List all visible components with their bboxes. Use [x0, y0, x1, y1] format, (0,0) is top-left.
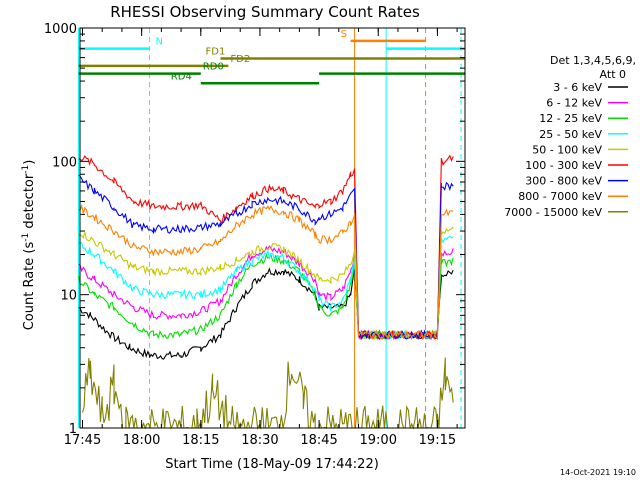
- legend-label-6: 300 - 800 keV: [525, 175, 602, 188]
- annotation-label-n: N: [156, 37, 163, 48]
- plot-area: N S FD1 FD2 RD0 RD4: [78, 28, 465, 430]
- legend-label-0: 3 - 6 keV: [553, 81, 602, 94]
- x-tick-label-0: 17:45: [64, 433, 101, 448]
- annotation-label-fd2: FD2: [230, 54, 250, 65]
- x-tick-label-2: 18:15: [182, 433, 219, 448]
- legend-label-1: 6 - 12 keV: [546, 97, 602, 110]
- annotation-label-rd0: RD0: [203, 62, 224, 73]
- footer-date: 14-Oct-2021 19:10: [560, 468, 636, 477]
- series-line-6: [78, 174, 454, 341]
- series-line-7: [78, 203, 454, 340]
- legend-label-7: 800 - 7000 keV: [518, 190, 602, 203]
- legend-label-2: 12 - 25 keV: [539, 112, 602, 125]
- legend-label-4: 50 - 100 keV: [532, 143, 602, 156]
- plot-frame: [79, 27, 466, 429]
- y-tick-label-0: 1: [69, 422, 77, 437]
- axes: 17:45 18:00 18:15 18:30 18:45 19:00 19:15 1 10 10…: [44, 22, 466, 448]
- y-tick-label-2: 100: [52, 155, 77, 170]
- series-line-2: [78, 252, 454, 341]
- x-tick-label-1: 18:00: [123, 433, 160, 448]
- y-tick-label-3: 1000: [44, 22, 77, 37]
- legend-label-8: 7000 - 15000 keV: [504, 206, 602, 219]
- series-line-0: [78, 267, 454, 360]
- y-axis-label: Count Rate (s-1 detector-1): [21, 160, 37, 331]
- series-line-4: [78, 226, 454, 341]
- legend-label-5: 100 - 300 keV: [525, 159, 602, 172]
- chart-title: RHESSI Observing Summary Count Rates: [110, 3, 420, 21]
- legend-label-3: 25 - 50 keV: [539, 128, 602, 141]
- annotation-label-rd4: RD4: [171, 71, 192, 82]
- x-axis-label: Start Time (18-May-09 17:44:22): [165, 457, 379, 472]
- x-tick-label-5: 19:00: [360, 433, 397, 448]
- legend-title-line-2: Att 0: [600, 68, 626, 81]
- x-tick-label-4: 18:45: [300, 433, 337, 448]
- annotation-label-s: S: [341, 29, 347, 40]
- legend: Det 1,3,4,5,6,9,Att 03 - 6 keV 6 - 12 keV…: [504, 54, 636, 219]
- legend-title-line-1: Det 1,3,4,5,6,9,: [550, 54, 636, 67]
- x-tick-label-3: 18:30: [241, 433, 278, 448]
- annotation-label-fd1: FD1: [206, 47, 226, 58]
- series-line-8: [81, 357, 454, 430]
- x-tick-label-6: 19:15: [419, 433, 456, 448]
- y-tick-label-1: 10: [60, 289, 77, 304]
- series-line-3: [78, 235, 454, 340]
